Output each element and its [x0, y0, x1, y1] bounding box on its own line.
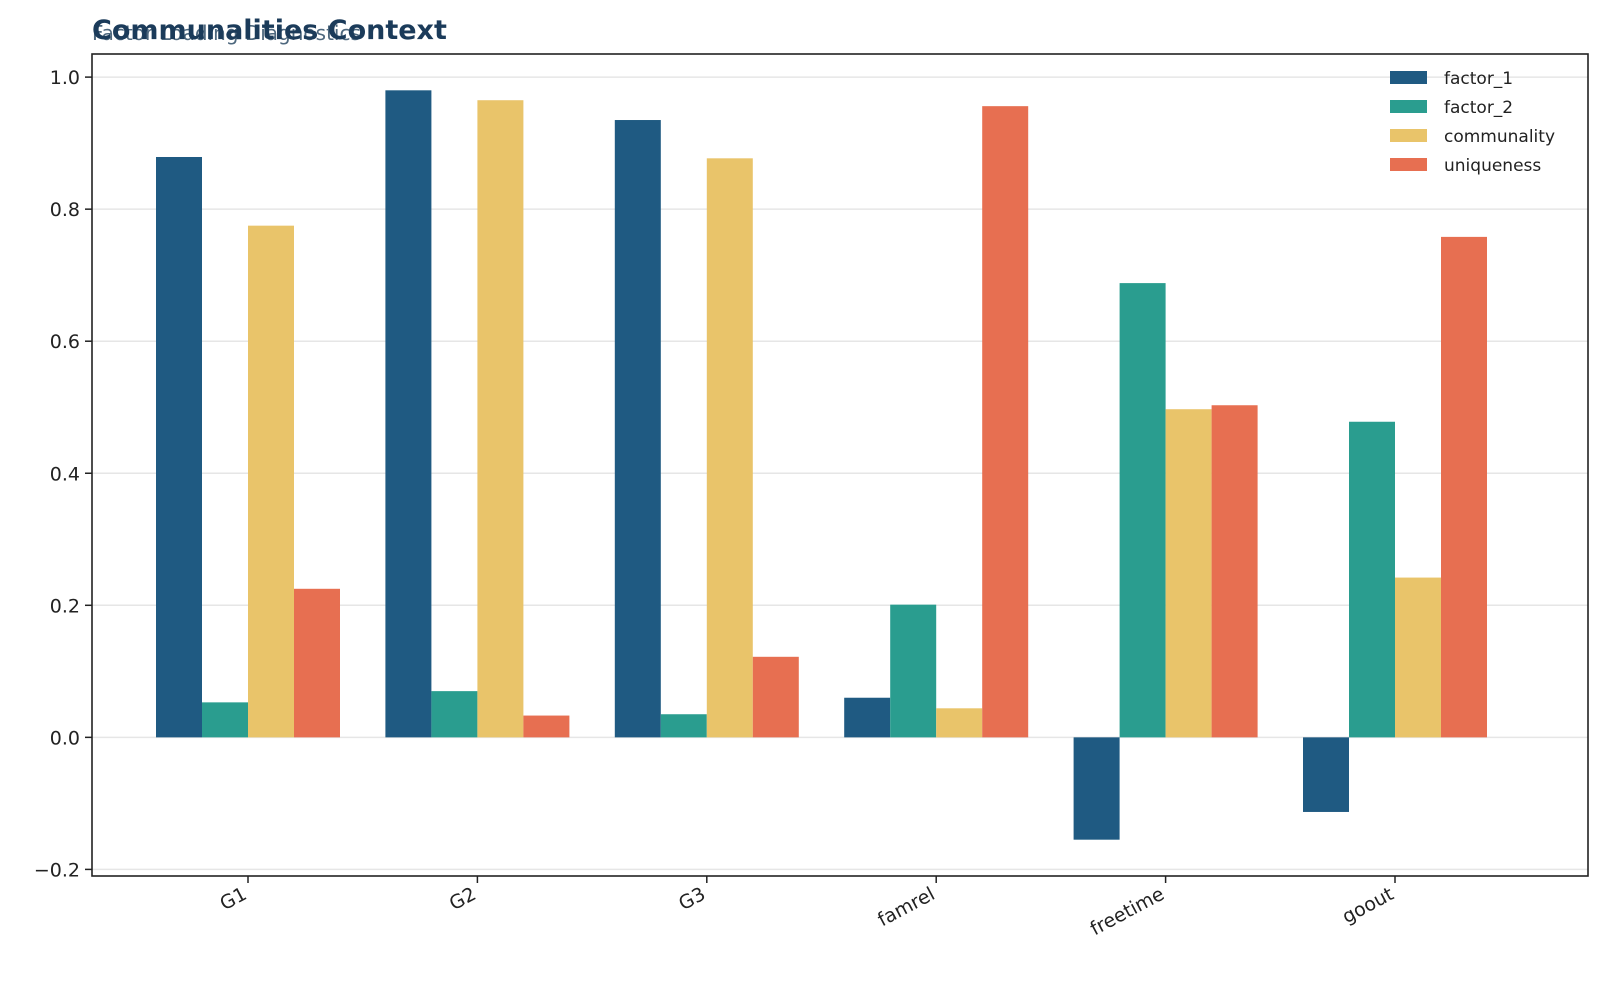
chart-subtitle: Factor Loading Diagnostics: [92, 21, 361, 45]
bar-communality-famrel: [936, 708, 983, 738]
x-tick-label: freetime: [1087, 883, 1168, 940]
legend-swatch-uniqueness: [1390, 158, 1427, 171]
bar-factor_2-goout: [1349, 421, 1395, 738]
x-tick-label: famrel: [874, 883, 938, 931]
bar-factor_1-G2: [385, 90, 432, 738]
legend-label-communality: communality: [1444, 127, 1555, 147]
bar-factor_2-G2: [431, 691, 478, 738]
bar-factor_1-freetime: [1073, 737, 1120, 840]
bar-uniqueness-G2: [523, 715, 570, 738]
bar-uniqueness-famrel: [982, 106, 1029, 738]
x-axis: G1 G2 G3 famrel freetime goout: [216, 876, 1397, 940]
bars: [156, 90, 1487, 840]
bar-communality-G1: [248, 225, 294, 738]
legend: factor_1 factor_2 communality uniqueness: [1390, 69, 1555, 176]
bar-uniqueness-goout: [1441, 236, 1487, 738]
y-tick-label: 0.4: [50, 463, 80, 485]
chart-title: Communalities Context: [92, 15, 447, 46]
bar-factor_2-freetime: [1119, 283, 1166, 738]
bar-communality-freetime: [1165, 409, 1212, 738]
bar-communality-G2: [477, 100, 524, 738]
y-tick-label: 0.8: [50, 199, 80, 221]
bar-factor_1-G1: [156, 156, 202, 738]
x-tick-label: G3: [675, 883, 709, 915]
bar-uniqueness-G3: [752, 656, 799, 738]
x-tick-label: goout: [1339, 883, 1398, 928]
bar-uniqueness-G1: [294, 588, 340, 738]
legend-swatch-communality: [1390, 129, 1427, 142]
legend-swatch-factor_2: [1390, 100, 1427, 113]
x-tick-label: G2: [446, 883, 480, 915]
grid-lines: [92, 76, 1588, 871]
bar-communality-G3: [706, 158, 753, 738]
y-tick-label: −0.2: [34, 859, 80, 881]
y-tick-label: 1.0: [50, 67, 80, 89]
bar-factor_2-famrel: [890, 604, 937, 738]
y-tick-label: 0.6: [50, 331, 80, 353]
bar-factor_1-G3: [614, 120, 661, 738]
y-tick-label: 0.0: [50, 727, 80, 749]
bar-factor_1-famrel: [844, 697, 891, 738]
bar-factor_2-G1: [202, 702, 248, 738]
bar-factor_1-goout: [1303, 737, 1349, 812]
bar-communality-goout: [1395, 577, 1441, 738]
legend-label-factor_1: factor_1: [1444, 69, 1513, 89]
y-axis: −0.2 0.0 0.2 0.4 0.6 0.8 1.0: [34, 67, 92, 881]
legend-label-factor_2: factor_2: [1444, 98, 1513, 118]
x-tick-label: G1: [216, 883, 250, 915]
bar-factor_2-G3: [660, 714, 707, 738]
plot-frame: [91, 53, 1589, 877]
y-tick-label: 0.2: [50, 595, 80, 617]
legend-swatch-factor_1: [1390, 71, 1427, 84]
bar-uniqueness-freetime: [1211, 405, 1258, 738]
legend-label-uniqueness: uniqueness: [1444, 156, 1541, 176]
